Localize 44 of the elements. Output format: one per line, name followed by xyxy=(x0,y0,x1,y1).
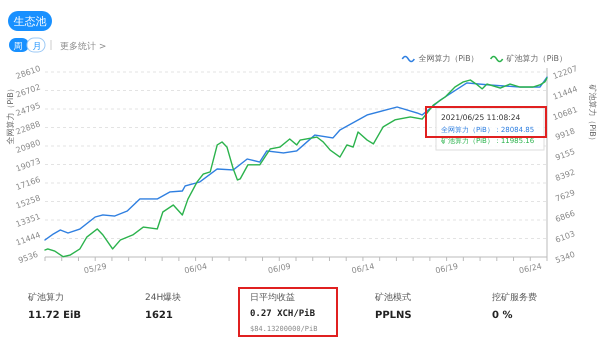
y2-tick-label: 6866 xyxy=(554,208,576,224)
y-tick-label: 17166 xyxy=(14,174,42,192)
legend-label: 全网算力（PiB） xyxy=(418,54,479,63)
y2-tick-label: 6103 xyxy=(554,229,576,245)
text: 日平均收益 xyxy=(250,292,295,303)
y-tick-label: 13351 xyxy=(14,212,42,230)
x-tick-label: 06/14 xyxy=(350,262,376,276)
text: 矿池模式 xyxy=(374,292,411,303)
y-tick-label: 24795 xyxy=(14,100,42,118)
text: 挖矿服务费 xyxy=(492,292,537,303)
x-tick-label: 05/29 xyxy=(83,262,108,276)
x-tick-label: 06/09 xyxy=(267,262,292,276)
y2-tick-label: 8392 xyxy=(554,168,576,183)
y2-tick-label: 5340 xyxy=(554,250,576,266)
y-tick-label: 11444 xyxy=(14,230,42,248)
x-tick-label: 06/19 xyxy=(434,262,459,276)
text: 11.72 EiB xyxy=(28,310,81,321)
text: PPLNS xyxy=(375,310,412,321)
y-tick-label: 19073 xyxy=(14,156,42,174)
text: 24H爆块 xyxy=(145,292,182,303)
text: 更多统计 > xyxy=(60,41,106,52)
text: 0.27 XCH/PiB xyxy=(250,308,316,319)
y-tick-label: 9536 xyxy=(17,250,40,266)
text: 0 % xyxy=(492,310,512,321)
y-tick-label: 26702 xyxy=(14,82,42,100)
y-tick-label: 15258 xyxy=(14,193,42,211)
legend-label: 矿池算力（PiB） xyxy=(506,54,567,63)
text: 矿池算力 xyxy=(27,292,64,303)
y-axis-title: 全网算力（PiB） xyxy=(6,84,15,145)
text: 月 xyxy=(32,42,42,52)
x-tick-label: 06/04 xyxy=(183,262,208,276)
x-tick-label: 06/24 xyxy=(518,262,543,276)
y2-axis-title: 矿池算力（PiB） xyxy=(588,83,597,145)
y2-tick-label: 7629 xyxy=(554,188,576,204)
y2-tick-label: 10681 xyxy=(552,105,579,122)
y-tick-label: 28610 xyxy=(14,64,42,82)
y2-tick-label: 9155 xyxy=(554,146,576,162)
y-tick-label: 20980 xyxy=(14,138,42,156)
chart-title: 生态池 xyxy=(14,15,46,28)
y2-tick-label: 11444 xyxy=(552,84,579,102)
y-tick-label: 22888 xyxy=(14,119,42,137)
text: 1621 xyxy=(145,310,173,321)
y2-tick-label: 9918 xyxy=(554,126,576,142)
text: 周 xyxy=(14,41,22,52)
